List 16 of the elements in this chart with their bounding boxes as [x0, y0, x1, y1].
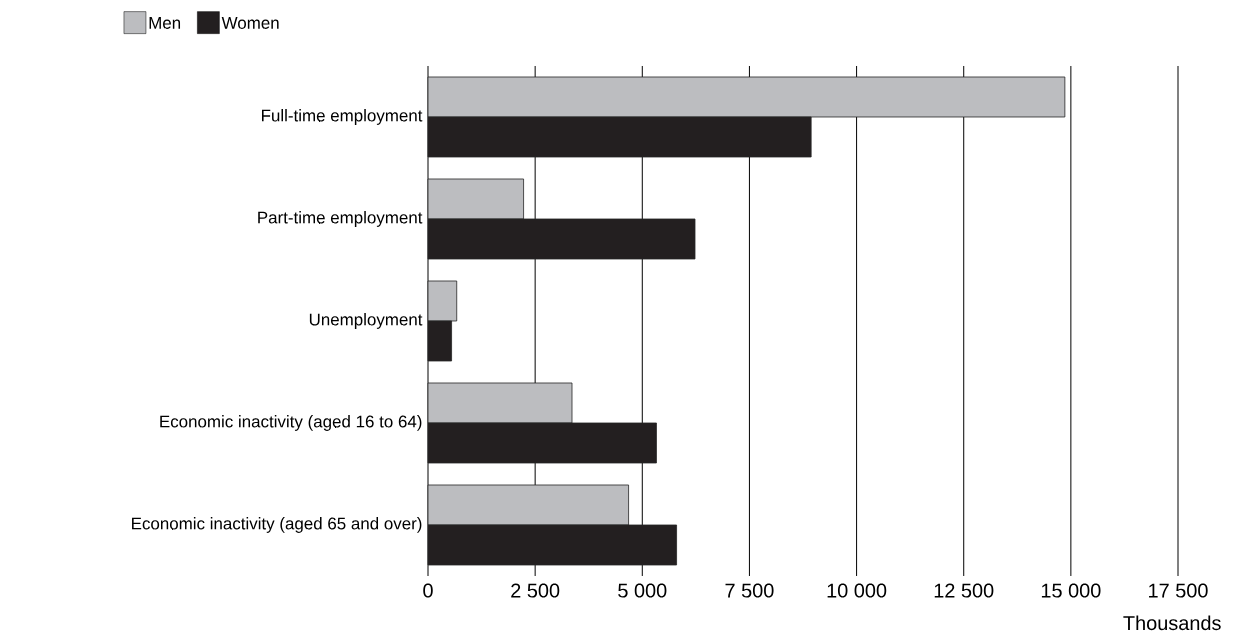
legend-label: Men: [149, 17, 181, 29]
y-tick-label: Unemployment: [309, 313, 423, 329]
x-axis-title: Thousands: [1123, 615, 1221, 631]
x-tick-label: 0: [423, 583, 433, 598]
y-tick-label: Economic inactivity (aged 65 and over): [132, 517, 422, 533]
x-tick-label: 2 500: [511, 583, 560, 598]
x-tick-label: 7 500: [725, 583, 774, 598]
x-tick-label: 5 000: [618, 583, 667, 598]
y-tick-label: Part-time employment: [258, 211, 423, 227]
y-tick-label: Full-time employment: [262, 109, 423, 125]
y-tick-label: Economic inactivity (aged 16 to 64): [160, 415, 422, 431]
x-tick-label: 15 000: [1041, 583, 1101, 598]
x-tick-label: 12 500: [934, 583, 994, 598]
x-tick-label: 17 500: [1149, 583, 1208, 598]
x-tick-label: 10 000: [827, 583, 887, 598]
legend-label: Women: [221, 17, 279, 29]
